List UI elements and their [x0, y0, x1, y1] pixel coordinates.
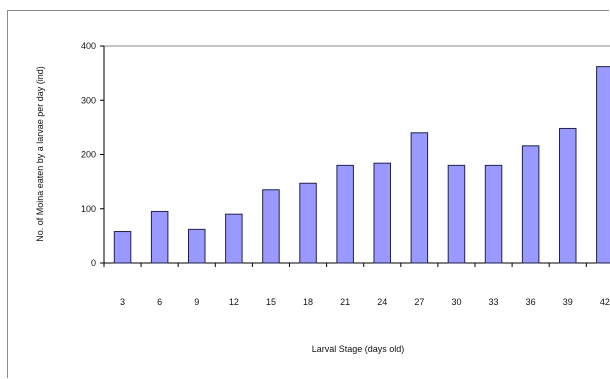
- x-tick-label: 6: [157, 297, 162, 307]
- x-tick-label: 24: [377, 297, 387, 307]
- bar: [410, 132, 429, 264]
- bar: [150, 210, 169, 264]
- x-tick-label: 21: [340, 297, 350, 307]
- y-tick-label: 200: [81, 150, 96, 160]
- bar: [336, 164, 354, 264]
- x-axis-label: Larval Stage (days old): [312, 344, 405, 354]
- bar: [299, 182, 317, 264]
- x-tick-label: 39: [563, 297, 573, 307]
- bar: [373, 162, 391, 264]
- y-tick-label: 300: [81, 95, 96, 105]
- bar: [484, 164, 503, 264]
- x-tick-label: 30: [451, 297, 461, 307]
- x-tick-label: 12: [229, 297, 239, 307]
- y-axis-label: No. of Moina eaten by a larvae per day (…: [35, 66, 45, 242]
- bar: [113, 231, 132, 264]
- y-tick-label: 0: [91, 258, 96, 268]
- y-tick-label: 100: [81, 204, 96, 214]
- x-tick-label: 36: [526, 297, 536, 307]
- x-tick-label: 33: [489, 297, 499, 307]
- bar: [521, 145, 540, 264]
- plot-area: 0100200300400369121518212427303336394245: [81, 41, 610, 307]
- x-tick-label: 42: [600, 297, 610, 307]
- x-tick-label: 27: [414, 297, 424, 307]
- bar: [596, 66, 610, 264]
- bar: [188, 228, 206, 264]
- y-tick-label: 400: [81, 41, 96, 51]
- x-tick-label: 9: [194, 297, 199, 307]
- x-tick-label: 18: [303, 297, 313, 307]
- bar: [559, 127, 577, 264]
- chart-frame: [7, 10, 609, 378]
- bar: [262, 189, 280, 264]
- bar: [447, 164, 466, 264]
- x-tick-label: 3: [120, 297, 125, 307]
- x-tick-label: 15: [266, 297, 276, 307]
- bar: [225, 213, 243, 264]
